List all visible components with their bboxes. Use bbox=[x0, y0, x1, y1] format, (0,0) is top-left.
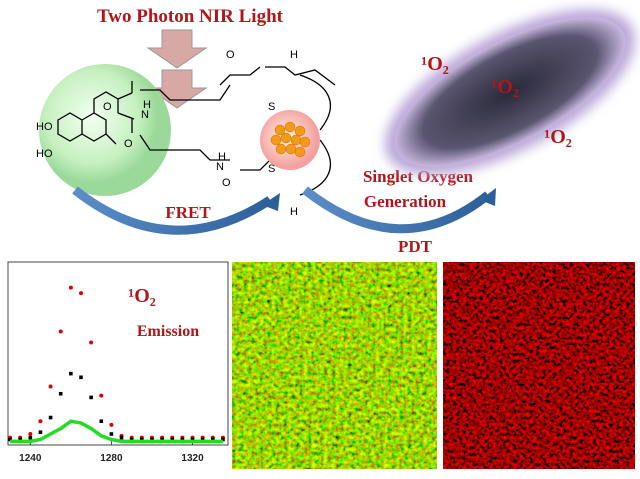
point bbox=[28, 432, 33, 437]
plot-frame bbox=[7, 261, 229, 446]
point bbox=[79, 375, 83, 380]
gold-cluster bbox=[270, 121, 311, 158]
green-sphere bbox=[39, 64, 171, 196]
title: Two Photon NIR Light bbox=[97, 6, 284, 27]
point bbox=[190, 437, 195, 442]
atom: H bbox=[218, 151, 226, 163]
atom: S bbox=[268, 101, 275, 113]
x-tick-label: 1280 bbox=[100, 453, 123, 464]
micrograph-merged-noise bbox=[232, 262, 437, 469]
annotation: Emission bbox=[137, 323, 199, 340]
point bbox=[48, 384, 53, 389]
atom: N bbox=[216, 161, 224, 173]
point bbox=[221, 437, 225, 442]
point bbox=[89, 340, 94, 345]
atom: O bbox=[103, 101, 112, 113]
pdt-label: PDT bbox=[398, 237, 433, 256]
point bbox=[129, 437, 134, 442]
point bbox=[150, 437, 154, 442]
point bbox=[210, 437, 215, 442]
point bbox=[109, 432, 114, 436]
singlet-oxygen: ¹O₂ bbox=[491, 76, 519, 98]
label: Generation bbox=[364, 192, 447, 211]
point bbox=[8, 437, 12, 442]
bacterium bbox=[385, 9, 635, 175]
light-arrows bbox=[146, 29, 208, 109]
atom: HO bbox=[36, 148, 53, 160]
point bbox=[69, 371, 73, 376]
annotation: ¹O₂ bbox=[128, 285, 156, 307]
point bbox=[180, 437, 185, 442]
pdt-arrow bbox=[302, 186, 491, 234]
arrow-head bbox=[480, 188, 496, 206]
point bbox=[119, 435, 124, 440]
singlet-oxygen: ¹O₂ bbox=[421, 53, 449, 75]
atom: H bbox=[290, 49, 298, 61]
point bbox=[170, 437, 175, 442]
line bbox=[10, 419, 223, 444]
point bbox=[99, 419, 104, 424]
point bbox=[38, 430, 43, 434]
spectrum: 1240 1280 1320 bbox=[8, 285, 225, 464]
point bbox=[18, 437, 22, 442]
atom: S bbox=[268, 163, 275, 175]
point bbox=[58, 329, 63, 334]
fret-arrow bbox=[72, 186, 273, 235]
point bbox=[78, 291, 83, 296]
point bbox=[140, 437, 144, 442]
point bbox=[28, 435, 33, 440]
point bbox=[89, 395, 93, 400]
x-tick-label: 1320 bbox=[181, 453, 204, 464]
micrograph-red-noise bbox=[443, 262, 635, 469]
atom: O bbox=[222, 177, 231, 189]
point bbox=[48, 415, 53, 420]
atom-labels: HO HO O N H N H O O O S S H H bbox=[36, 49, 298, 218]
point bbox=[68, 285, 73, 290]
atom: H bbox=[143, 99, 151, 111]
fret-label: FRET bbox=[165, 203, 211, 222]
point bbox=[38, 419, 43, 424]
atom: O bbox=[226, 49, 235, 61]
atom: H bbox=[290, 206, 298, 218]
atom: HO bbox=[36, 121, 53, 133]
point bbox=[160, 437, 164, 442]
point bbox=[58, 391, 63, 396]
point bbox=[200, 437, 205, 442]
point bbox=[99, 393, 104, 398]
atom: N bbox=[141, 109, 149, 121]
x-tick-label: 1240 bbox=[19, 453, 42, 464]
arrow-head bbox=[262, 193, 280, 211]
point bbox=[109, 422, 114, 427]
singlet-oxygen: ¹O₂ bbox=[544, 126, 572, 148]
atom: O bbox=[124, 138, 133, 150]
